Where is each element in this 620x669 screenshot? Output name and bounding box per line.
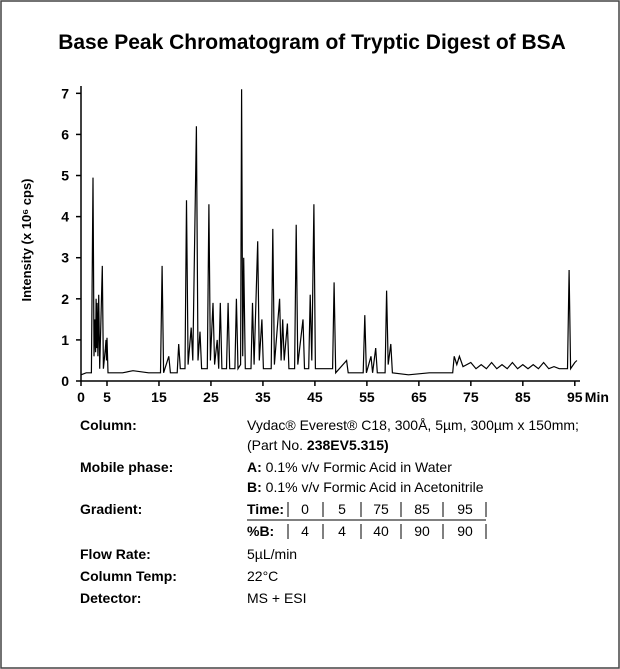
x-tick-label: 5: [103, 389, 111, 405]
spec-label: Column:: [80, 417, 137, 433]
y-tick-label: 0: [61, 373, 69, 389]
y-tick-label: 2: [61, 291, 69, 307]
spec-value: Vydac® Everest® C18, 300Å, 5µm, 300µm x …: [247, 417, 579, 433]
part-number: 238EV5.315): [307, 437, 389, 453]
spec-value: 5µL/min: [247, 546, 297, 562]
spec-value: MS + ESI: [247, 590, 307, 606]
gradient-time: 75: [373, 501, 389, 517]
x-tick-label: 45: [307, 389, 323, 405]
gradient-time: 95: [457, 501, 473, 517]
spec-label: Detector:: [80, 590, 141, 606]
gradient-row-label: Time:: [247, 501, 284, 517]
gradient-time: 5: [338, 501, 346, 517]
x-unit: Min: [585, 389, 609, 405]
spec-value: B: 0.1% v/v Formic Acid in Acetonitrile: [247, 479, 484, 495]
y-tick-label: 5: [61, 168, 69, 184]
y-axis-label: Intensity (x 10⁶ cps): [19, 178, 34, 301]
x-tick-label: 35: [255, 389, 271, 405]
phase-text: 0.1% v/v Formic Acid in Water: [262, 459, 452, 475]
gradient-percent-b: 4: [338, 523, 346, 539]
x-tick-label: 25: [203, 389, 219, 405]
spec-label: Gradient:: [80, 501, 142, 517]
x-tick-label: 75: [463, 389, 479, 405]
phase-text: 0.1% v/v Formic Acid in Acetonitrile: [262, 479, 484, 495]
spec-value: 22°C: [247, 568, 278, 584]
y-tick-label: 7: [61, 85, 69, 101]
gradient-time: 85: [414, 501, 430, 517]
x-tick-label: 65: [411, 389, 427, 405]
spec-text: (Part No.: [247, 437, 307, 453]
phase-key: B:: [247, 479, 262, 495]
gradient-percent-b: 90: [414, 523, 430, 539]
y-tick-label: 3: [61, 250, 69, 266]
gradient-percent-b: 40: [373, 523, 389, 539]
gradient-row-label: %B:: [247, 523, 274, 539]
spec-value: A: 0.1% v/v Formic Acid in Water: [247, 459, 452, 475]
spec-value: (Part No. 238EV5.315): [247, 437, 389, 453]
spec-label: Flow Rate:: [80, 546, 151, 562]
phase-key: A:: [247, 459, 262, 475]
gradient-percent-b: 4: [301, 523, 309, 539]
y-tick-label: 6: [61, 126, 69, 142]
gradient-time: 0: [301, 501, 309, 517]
x-tick-label: 85: [515, 389, 531, 405]
specs: Column: Vydac® Everest® C18, 300Å, 5µm, …: [80, 417, 579, 606]
chromatogram-trace: [80, 89, 578, 376]
x-tick-label: 0: [77, 389, 85, 405]
y-tick-label: 4: [61, 209, 69, 225]
spec-label: Mobile phase:: [80, 459, 173, 475]
gradient-percent-b: 90: [457, 523, 473, 539]
x-tick-label: 95: [567, 389, 583, 405]
spec-label: Column Temp:: [80, 568, 177, 584]
x-tick-label: 15: [151, 389, 167, 405]
x-tick-label: 55: [359, 389, 375, 405]
y-tick-label: 1: [61, 332, 69, 348]
chart-title: Base Peak Chromatogram of Tryptic Digest…: [58, 31, 566, 54]
